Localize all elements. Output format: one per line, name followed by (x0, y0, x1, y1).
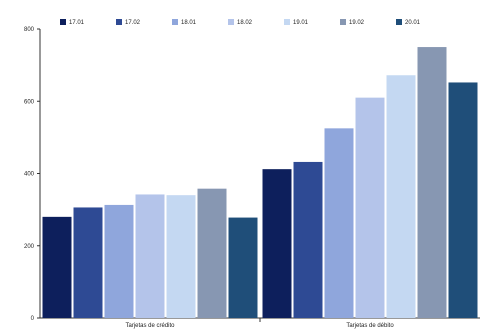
bar-20.01-0 (228, 217, 258, 318)
legend-swatch (172, 19, 178, 25)
bar-19.02-0 (197, 188, 227, 318)
bar-19.02-1 (417, 47, 447, 318)
legend-swatch (60, 19, 66, 25)
legend-swatch (396, 19, 402, 25)
bar-17.02-0 (73, 207, 103, 318)
legend-label: 19.01 (293, 20, 309, 26)
bar-18.01-1 (324, 128, 354, 318)
bar-19.01-1 (386, 75, 416, 319)
y-tick-label: 200 (24, 244, 35, 250)
legend-swatch (228, 19, 234, 25)
legend-label: 18.02 (237, 20, 253, 26)
y-tick-label: 400 (24, 172, 35, 178)
legend-label: 19.02 (349, 20, 365, 26)
x-category-label: Tarjetas de débito (346, 323, 394, 329)
bar-17.01-0 (42, 216, 72, 318)
x-category-label: Tarjetas de crédito (125, 323, 175, 329)
bar-19.01-0 (166, 195, 196, 318)
legend-label: 20.01 (405, 20, 421, 26)
legend-swatch (116, 19, 122, 25)
y-axis: 0 200 400 600 800 (24, 27, 41, 322)
legend-label: 17.02 (125, 20, 141, 26)
legend: 17.01 17.02 18.01 18.02 19.01 19.02 20.01 (60, 19, 421, 26)
y-tick-label: 600 (24, 99, 35, 105)
bar-20.01-1 (448, 82, 478, 318)
y-tick-label: 800 (24, 27, 35, 33)
bar-18.02-0 (135, 194, 165, 318)
bar-17.02-1 (293, 161, 323, 318)
legend-label: 18.01 (181, 20, 197, 26)
legend-label: 17.01 (69, 20, 85, 26)
x-axis: Tarjetas de crédito Tarjetas de débito (40, 317, 480, 329)
bar-18.02-1 (355, 97, 385, 318)
bar-17.01-1 (262, 169, 292, 318)
bar-18.01-0 (104, 204, 134, 318)
legend-swatch (340, 19, 346, 25)
y-tick-label: 0 (31, 316, 35, 322)
legend-swatch (284, 19, 290, 25)
bars (42, 47, 478, 319)
